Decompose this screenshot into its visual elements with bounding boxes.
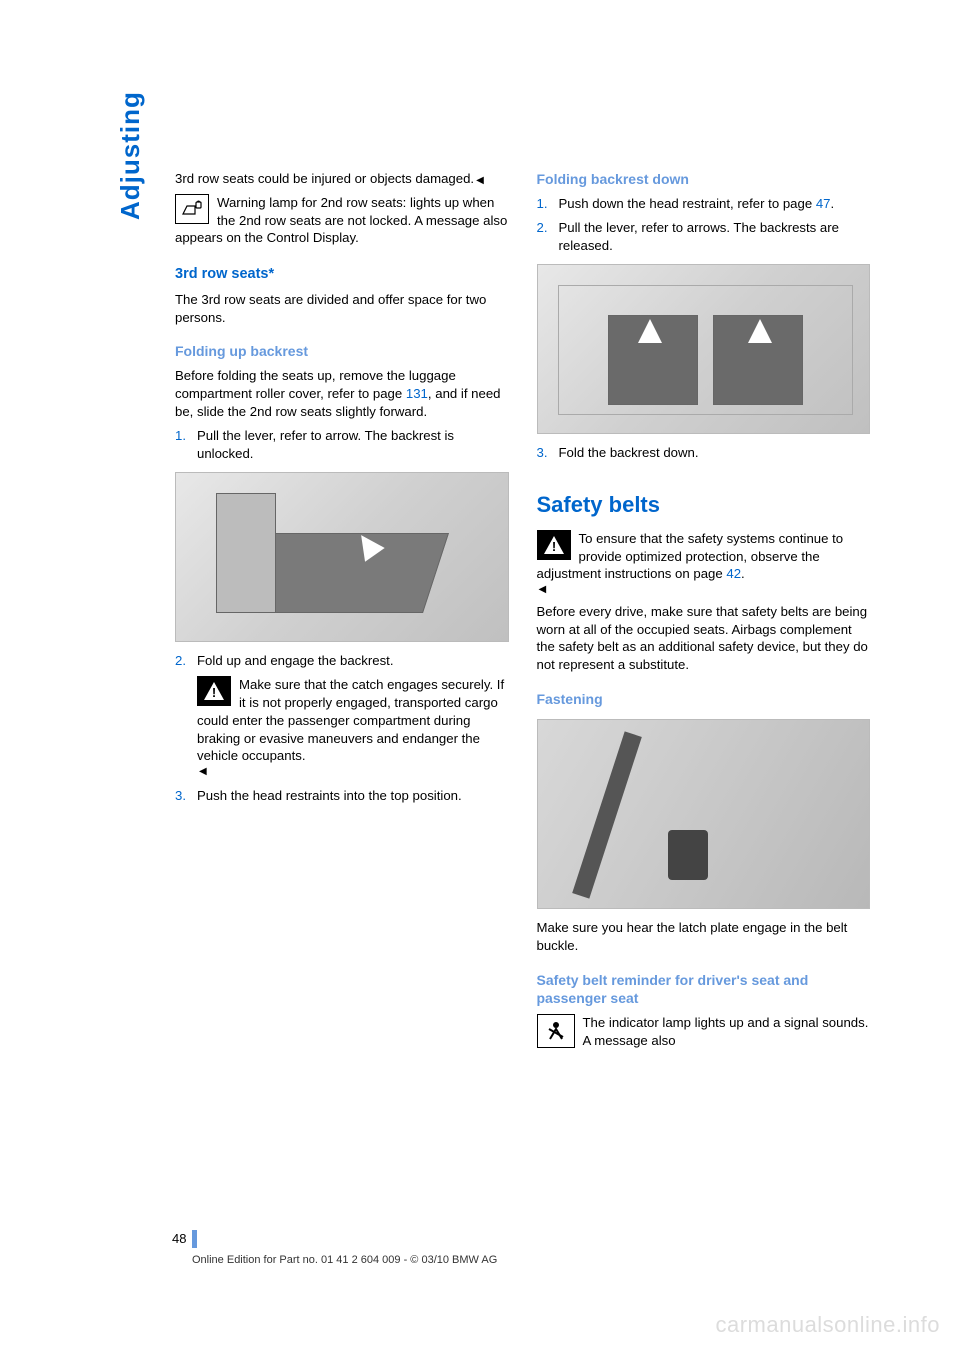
step-text: Push the head restraints into the top po… (197, 787, 509, 805)
svg-text:!: ! (551, 539, 555, 554)
figure-fold-down-backrest (537, 264, 871, 434)
seat-lock-icon (175, 194, 209, 224)
step-text: Push down the head restraint, refer to p… (559, 195, 871, 213)
list-item: 3. Push the head restraints into the top… (175, 787, 509, 805)
list-item: 2. Fold up and engage the backrest. (175, 652, 509, 670)
list-item: 2. Pull the lever, refer to arrows. The … (537, 219, 871, 255)
intro-text: 3rd row seats could be injured or object… (175, 170, 509, 188)
safety-warning-text: To ensure that the safety systems contin… (537, 531, 844, 582)
reminder-block: The indicator lamp lights up and a signa… (537, 1014, 871, 1050)
step-number: 2. (175, 652, 197, 670)
figure-fastening-belt (537, 719, 871, 909)
warning-text: Make sure that the catch engages securel… (197, 677, 504, 763)
watermark: carmanualsonline.info (715, 1312, 940, 1338)
page-link-47[interactable]: 47 (816, 196, 831, 211)
fastening-text: Make sure you hear the latch plate engag… (537, 919, 871, 955)
right-column: Folding backrest down 1. Push down the h… (537, 170, 871, 1056)
text-folding-up: Before folding the seats up, remove the … (175, 367, 509, 420)
list-item: 1. Pull the lever, refer to arrow. The b… (175, 427, 509, 463)
page-link-131[interactable]: 131 (406, 386, 428, 401)
warning-lamp-block: Warning lamp for 2nd row seats: lights u… (175, 194, 509, 247)
list-item: 3. Fold the backrest down. (537, 444, 871, 462)
figure-fold-up-backrest (175, 472, 509, 642)
warning-icon: ! (537, 530, 571, 560)
warning-lamp-text: Warning lamp for 2nd row seats: lights u… (175, 195, 507, 246)
left-column: 3rd row seats could be injured or object… (175, 170, 509, 1056)
list-item: 1. Push down the head restraint, refer t… (537, 195, 871, 213)
heading-belt-reminder: Safety belt reminder for driver's seat a… (537, 971, 871, 1009)
heading-3rd-row: 3rd row seats* (175, 265, 509, 285)
warning-icon: ! (197, 676, 231, 706)
step-number: 1. (537, 195, 559, 213)
step-number: 1. (175, 427, 197, 463)
section-tab: Adjusting (115, 91, 146, 220)
reminder-text: The indicator lamp lights up and a signa… (583, 1015, 869, 1048)
seatbelt-indicator-icon (537, 1014, 575, 1048)
page-link-42[interactable]: 42 (726, 566, 741, 581)
warning-block: ! Make sure that the catch engages secur… (197, 676, 509, 779)
step-text: Fold up and engage the backrest. (197, 652, 509, 670)
safety-text: Before every drive, make sure that safet… (537, 603, 871, 674)
step-text: Fold the backrest down. (559, 444, 871, 462)
step-text: Pull the lever, refer to arrows. The bac… (559, 219, 871, 255)
step-number: 3. (175, 787, 197, 805)
step-number: 3. (537, 444, 559, 462)
heading-folding-up: Folding up backrest (175, 342, 509, 361)
text-3rd-row: The 3rd row seats are divided and offer … (175, 291, 509, 327)
heading-folding-down: Folding backrest down (537, 170, 871, 189)
heading-fastening: Fastening (537, 690, 871, 709)
safety-warning-block: ! To ensure that the safety systems cont… (537, 530, 871, 597)
heading-safety-belts: Safety belts (537, 490, 871, 520)
step-number: 2. (537, 219, 559, 255)
svg-text:!: ! (212, 685, 216, 700)
step-text: Pull the lever, refer to arrow. The back… (197, 427, 509, 463)
footer-copyright: Online Edition for Part no. 01 41 2 604 … (192, 1254, 497, 1266)
page-number: 48 (172, 1230, 197, 1248)
